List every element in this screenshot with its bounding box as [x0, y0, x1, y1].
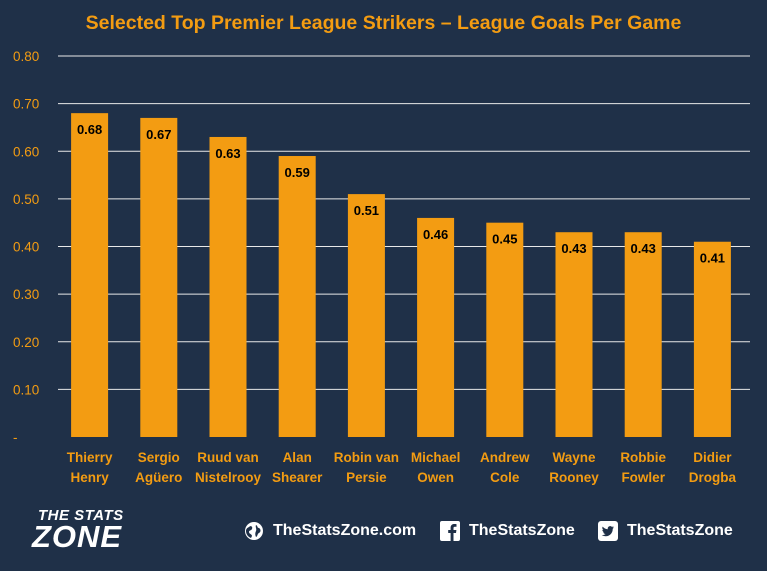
footer: THE STATS ZONE TheStatsZone.com TheStats… — [0, 498, 767, 571]
bar — [140, 117, 178, 437]
y-tick-label: 0.70 — [13, 97, 39, 112]
bar — [486, 222, 524, 437]
bar — [209, 136, 247, 437]
data-label: 0.59 — [285, 165, 310, 180]
bar — [693, 241, 731, 437]
data-label: 0.51 — [354, 203, 379, 218]
data-label: 0.63 — [215, 146, 240, 161]
y-tick-label: 0.40 — [13, 240, 39, 255]
y-tick-label: - — [13, 430, 18, 445]
y-tick-label: 0.30 — [13, 287, 39, 302]
data-label: 0.45 — [492, 232, 517, 247]
data-label: 0.43 — [631, 241, 656, 256]
category-label: Robin van Persie — [334, 450, 399, 485]
bars — [71, 113, 731, 438]
category-label: Sergio Agüero — [135, 450, 182, 485]
facebook-text: TheStatsZone — [469, 522, 575, 539]
y-axis-ticks: - 0.10 0.20 0.30 0.40 0.50 0.60 0.70 0.80 — [13, 49, 39, 445]
globe-icon — [244, 521, 264, 541]
y-tick-label: 0.60 — [13, 144, 39, 159]
website-link[interactable]: TheStatsZone.com — [244, 518, 416, 544]
bar — [624, 232, 662, 437]
category-label: Alan Shearer — [272, 450, 323, 485]
logo-line-2: ZONE — [32, 519, 123, 554]
y-tick-label: 0.80 — [13, 49, 39, 64]
bar-chart: -0.100.200.300.400.500.600.700.80 0.68 0.… — [13, 49, 750, 485]
category-labels: Thierry Henry Sergio Agüero Ruud van Nistelro… — [67, 450, 737, 485]
facebook-icon — [440, 521, 460, 541]
stats-zone-logo: THE STATS ZONE — [24, 502, 164, 558]
data-label: 0.43 — [561, 241, 586, 256]
data-label: 0.46 — [423, 227, 448, 242]
twitter-link[interactable]: TheStatsZone — [598, 518, 733, 544]
chart-title: Selected Top Premier League Strikers – L… — [85, 12, 682, 34]
y-tick-label: 0.50 — [13, 192, 39, 207]
category-label: Wayne Rooney — [549, 450, 599, 485]
category-label: Ruud van Nistelrooy — [195, 450, 262, 485]
category-label: Michael Owen — [411, 450, 461, 485]
bar — [417, 217, 455, 437]
bar — [555, 232, 593, 437]
category-label: Thierry Henry — [67, 450, 113, 485]
bar — [278, 156, 316, 437]
website-text: TheStatsZone.com — [273, 522, 417, 539]
category-label: Didier Drogba — [689, 450, 737, 485]
data-label: 0.67 — [146, 127, 171, 142]
category-label: Andrew Cole — [480, 450, 530, 485]
data-label: 0.41 — [700, 251, 725, 266]
data-labels: 0.68 0.67 0.63 0.59 0.51 0.46 0.45 0.43 0.43 0.41 — [77, 122, 725, 266]
twitter-icon — [598, 521, 618, 541]
facebook-link[interactable]: TheStatsZone — [440, 518, 575, 544]
category-label: Robbie Fowler — [620, 450, 666, 485]
bar — [347, 194, 385, 437]
bar — [71, 113, 109, 438]
twitter-text: TheStatsZone — [627, 522, 733, 539]
y-tick-label: 0.10 — [13, 382, 39, 397]
data-label: 0.68 — [77, 122, 102, 137]
y-tick-label: 0.20 — [13, 335, 39, 350]
logo-line-1: THE STATS — [38, 507, 124, 524]
